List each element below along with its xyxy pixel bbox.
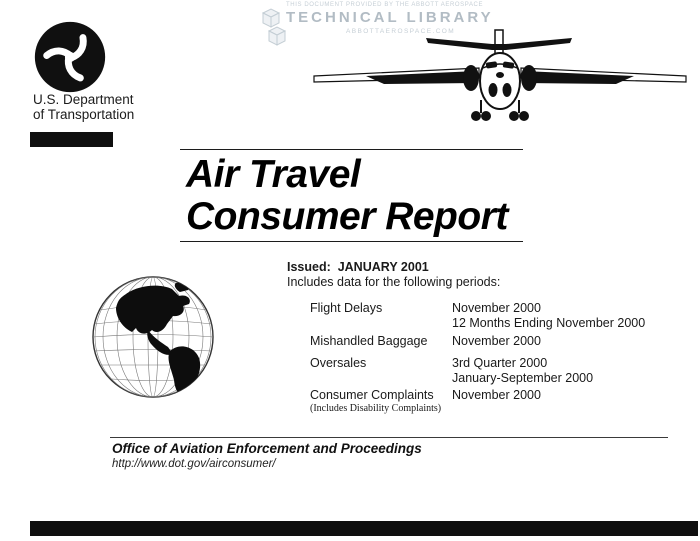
agency-name: U.S. Department of Transportation <box>33 92 135 122</box>
page-title: Air Travel Consumer Report <box>186 154 523 238</box>
watermark: THIS DOCUMENT PROVIDED BY THE ABBOTT AER… <box>260 2 494 46</box>
period-values: November 2000 12 Months Ending November … <box>452 301 646 330</box>
period-row: Mishandled Baggage November 2000 <box>310 334 690 349</box>
abbott-cubes-icon <box>261 8 287 46</box>
footer-url: http://www.dot.gov/airconsumer/ <box>112 458 276 470</box>
footer-rule <box>110 437 668 438</box>
issued-label: Issued: JANUARY 2001 <box>287 260 429 274</box>
period-values: November 2000 <box>452 334 541 348</box>
page-title-line2: Consumer Report <box>186 195 508 238</box>
footer-office: Office of Aviation Enforcement and Proce… <box>112 441 422 456</box>
period-label: Mishandled Baggage <box>310 334 428 348</box>
airplane-icon <box>313 29 687 121</box>
agency-name-line2: of Transportation <box>33 106 135 122</box>
title-block: Air Travel Consumer Report <box>180 149 523 242</box>
period-values: 3rd Quarter 2000 January-September 2000 <box>452 356 594 385</box>
period-row: Consumer Complaints (Includes Disability… <box>310 388 690 415</box>
issued-block: Issued: JANUARY 2001 Includes data for t… <box>287 260 500 290</box>
globe-icon <box>92 276 214 398</box>
title-rule-top <box>180 149 523 150</box>
period-values: November 2000 <box>452 388 541 402</box>
period-row: Flight Delays November 2000 12 Months En… <box>310 301 690 331</box>
page-title-line1: Air Travel <box>186 153 361 196</box>
bottom-rule-bar <box>30 521 698 536</box>
period-note: (Includes Disability Complaints) <box>310 403 442 414</box>
period-label: Consumer Complaints (Includes Disability… <box>310 388 452 415</box>
top-rule-bar <box>30 132 113 147</box>
agency-name-line1: U.S. Department <box>33 92 134 107</box>
period-label: Oversales <box>310 356 367 370</box>
issued-subtitle: Includes data for the following periods: <box>287 275 501 289</box>
watermark-provider-line: THIS DOCUMENT PROVIDED BY THE ABBOTT AER… <box>286 2 484 8</box>
dot-logo-icon <box>34 21 106 93</box>
watermark-title: TECHNICAL LIBRARY <box>286 9 494 26</box>
periods-table: Flight Delays November 2000 12 Months En… <box>310 301 690 415</box>
watermark-url: ABBOTTAEROSPACE.COM <box>346 28 456 35</box>
period-row: Oversales 3rd Quarter 2000 January-Septe… <box>310 356 690 386</box>
title-rule-bottom <box>180 241 523 242</box>
period-label: Flight Delays <box>310 301 383 315</box>
